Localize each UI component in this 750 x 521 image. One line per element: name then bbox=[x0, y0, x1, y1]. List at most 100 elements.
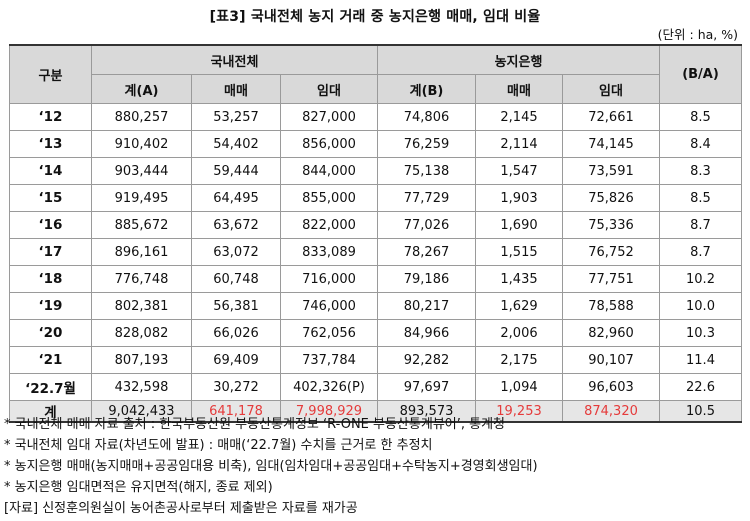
cell-a: 910,402 bbox=[91, 130, 192, 158]
cell-b-sale: 1,547 bbox=[475, 157, 563, 185]
cell-a-sale: 60,748 bbox=[191, 265, 281, 293]
footnote: * 농지은행 임대면적은 유지면적(해지, 종료 제외) bbox=[4, 480, 273, 495]
cell-a-lease: 762,056 bbox=[280, 319, 378, 347]
table-row: ‘12 880,257 53,257 827,000 74,806 2,145 72,661… bbox=[9, 103, 742, 131]
cell-a: 802,381 bbox=[91, 292, 192, 320]
cell-b: 80,217 bbox=[377, 292, 476, 320]
header-sub: 임대 bbox=[280, 74, 378, 104]
row-year: ‘16 bbox=[9, 211, 92, 239]
footnote: * 농지은행 매매(농지매매+공공임대용 비축), 임대(임차임대+공공임대+수… bbox=[4, 459, 538, 474]
table-body: ‘12 880,257 53,257 827,000 74,806 2,145 72,661… bbox=[9, 103, 742, 423]
row-year: ‘18 bbox=[9, 265, 92, 293]
cell-b: 79,186 bbox=[377, 265, 476, 293]
cell-b-lease: 77,751 bbox=[562, 265, 660, 293]
cell-b-sale: 2,114 bbox=[475, 130, 563, 158]
footnote: * 국내전체 매매 자료 출처 : 한국부동산원 부동산통계정보 ‘R-ONE … bbox=[4, 417, 506, 432]
data-table: 구분 국내전체 농지은행 (B/A) 계(A) 매매 임대 계(B) 매매 임대… bbox=[9, 44, 742, 423]
cell-b: 78,267 bbox=[377, 238, 476, 266]
header-ratio: (B/A) bbox=[659, 44, 742, 104]
cell-a-sale: 53,257 bbox=[191, 103, 281, 131]
row-year: ‘20 bbox=[9, 319, 92, 347]
row-year: ‘19 bbox=[9, 292, 92, 320]
cell-a-lease: 827,000 bbox=[280, 103, 378, 131]
cell-ratio: 8.5 bbox=[659, 103, 742, 131]
cell-a-lease: 844,000 bbox=[280, 157, 378, 185]
total-a: 9,042,433 bbox=[91, 400, 192, 423]
cell-a: 880,257 bbox=[91, 103, 192, 131]
table-row: ‘13 910,402 54,402 856,000 76,259 2,114 74,145… bbox=[9, 130, 742, 158]
cell-b: 76,259 bbox=[377, 130, 476, 158]
cell-a-lease: 833,089 bbox=[280, 238, 378, 266]
cell-b-sale: 2,175 bbox=[475, 346, 563, 374]
cell-b-lease: 75,826 bbox=[562, 184, 660, 212]
table-row: ‘16 885,672 63,672 822,000 77,026 1,690 75,336… bbox=[9, 211, 742, 239]
cell-a-lease: 737,784 bbox=[280, 346, 378, 374]
row-year: ‘14 bbox=[9, 157, 92, 185]
cell-a-lease: 746,000 bbox=[280, 292, 378, 320]
total-row: 계 9,042,433 641,178 7,998,929 893,573 19,253 8… bbox=[9, 400, 742, 423]
footnotes: * 국내전체 매매 자료 출처 : 한국부동산원 부동산통계정보 ‘R-ONE … bbox=[4, 414, 538, 519]
cell-b-sale: 1,094 bbox=[475, 373, 563, 401]
cell-a-lease: 402,326(P) bbox=[280, 373, 378, 401]
total-b: 893,573 bbox=[377, 400, 476, 423]
cell-b-lease: 72,661 bbox=[562, 103, 660, 131]
header-gubun: 구분 bbox=[9, 44, 92, 104]
cell-b: 75,138 bbox=[377, 157, 476, 185]
header-sub: 계(A) bbox=[91, 74, 192, 104]
cell-ratio: 11.4 bbox=[659, 346, 742, 374]
cell-b-sale: 1,629 bbox=[475, 292, 563, 320]
total-a-sale: 641,178 bbox=[191, 400, 281, 423]
cell-ratio: 8.5 bbox=[659, 184, 742, 212]
header-sub: 임대 bbox=[562, 74, 660, 104]
cell-a-lease: 855,000 bbox=[280, 184, 378, 212]
cell-b-lease: 75,336 bbox=[562, 211, 660, 239]
row-year: ‘21 bbox=[9, 346, 92, 374]
cell-a: 776,748 bbox=[91, 265, 192, 293]
cell-a-lease: 856,000 bbox=[280, 130, 378, 158]
cell-a-sale: 56,381 bbox=[191, 292, 281, 320]
cell-b: 92,282 bbox=[377, 346, 476, 374]
cell-a-lease: 822,000 bbox=[280, 211, 378, 239]
cell-b: 84,966 bbox=[377, 319, 476, 347]
cell-a-sale: 63,672 bbox=[191, 211, 281, 239]
footnote-source: [자료] 신정훈의원실이 농어촌공사로부터 제출받은 자료를 재가공 bbox=[4, 501, 358, 516]
cell-b-sale: 1,515 bbox=[475, 238, 563, 266]
cell-a-sale: 30,272 bbox=[191, 373, 281, 401]
cell-b: 74,806 bbox=[377, 103, 476, 131]
unit-label: (단위 : ha, %) bbox=[657, 27, 738, 42]
cell-b-lease: 78,588 bbox=[562, 292, 660, 320]
total-a-lease: 7,998,929 bbox=[280, 400, 378, 423]
cell-ratio: 8.7 bbox=[659, 238, 742, 266]
cell-b-lease: 73,591 bbox=[562, 157, 660, 185]
table-row: ‘20 828,082 66,026 762,056 84,966 2,006 82,960… bbox=[9, 319, 742, 347]
cell-a-lease: 716,000 bbox=[280, 265, 378, 293]
header-group-farmland-bank: 농지은행 bbox=[377, 44, 660, 75]
cell-a: 885,672 bbox=[91, 211, 192, 239]
cell-a-sale: 69,409 bbox=[191, 346, 281, 374]
cell-ratio: 8.4 bbox=[659, 130, 742, 158]
total-label: 계 bbox=[9, 400, 92, 423]
total-b-sale: 19,253 bbox=[475, 400, 563, 423]
table-row: ‘21 807,193 69,409 737,784 92,282 2,175 90,107… bbox=[9, 346, 742, 374]
header-sub: 매매 bbox=[475, 74, 563, 104]
cell-b-sale: 1,903 bbox=[475, 184, 563, 212]
row-year: ‘15 bbox=[9, 184, 92, 212]
row-year: ‘13 bbox=[9, 130, 92, 158]
table-row: ‘17 896,161 63,072 833,089 78,267 1,515 76,752… bbox=[9, 238, 742, 266]
row-year: ‘12 bbox=[9, 103, 92, 131]
cell-b-sale: 1,690 bbox=[475, 211, 563, 239]
cell-a-sale: 59,444 bbox=[191, 157, 281, 185]
table-row: ‘18 776,748 60,748 716,000 79,186 1,435 77,751… bbox=[9, 265, 742, 293]
row-year: ‘17 bbox=[9, 238, 92, 266]
cell-b-sale: 2,006 bbox=[475, 319, 563, 347]
table-row: ‘14 903,444 59,444 844,000 75,138 1,547 73,591… bbox=[9, 157, 742, 185]
cell-b-lease: 82,960 bbox=[562, 319, 660, 347]
cell-a: 896,161 bbox=[91, 238, 192, 266]
cell-a-sale: 54,402 bbox=[191, 130, 281, 158]
cell-ratio: 10.2 bbox=[659, 265, 742, 293]
cell-a-sale: 63,072 bbox=[191, 238, 281, 266]
cell-b-lease: 90,107 bbox=[562, 346, 660, 374]
header-sub: 계(B) bbox=[377, 74, 476, 104]
cell-a: 807,193 bbox=[91, 346, 192, 374]
header-group-domestic: 국내전체 bbox=[91, 44, 378, 75]
